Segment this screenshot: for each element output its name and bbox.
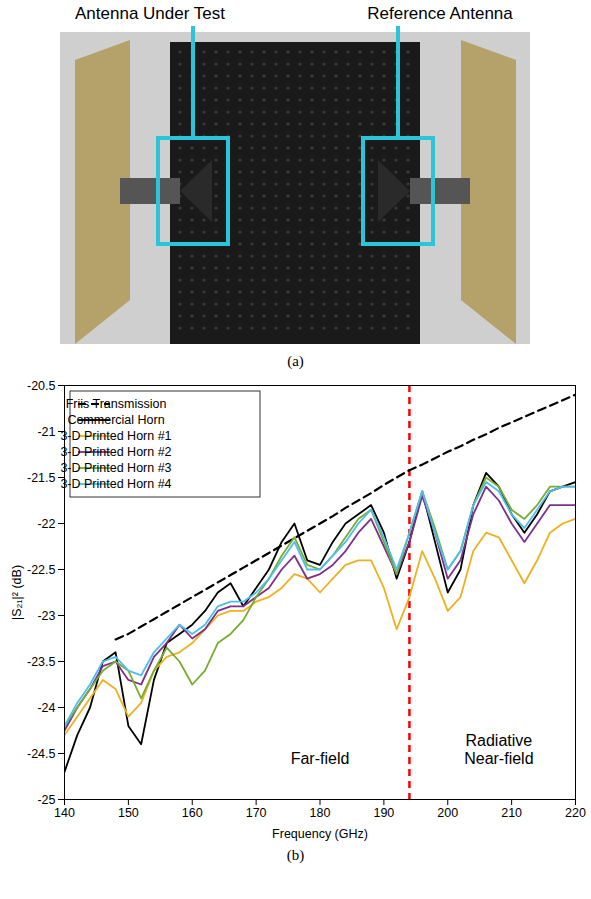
svg-text:Reference Antenna: Reference Antenna [367, 4, 513, 23]
svg-text:3-D Printed Horn #2: 3-D Printed Horn #2 [60, 445, 171, 459]
svg-text:160: 160 [182, 806, 203, 820]
svg-text:3-D Printed Horn #3: 3-D Printed Horn #3 [60, 461, 171, 475]
svg-text:(a): (a) [287, 353, 304, 370]
svg-text:Far-field: Far-field [291, 750, 350, 767]
svg-text:-21.5: -21.5 [27, 471, 56, 485]
svg-text:3-D Printed Horn #1: 3-D Printed Horn #1 [60, 429, 171, 443]
svg-text:|S₂₁|² (dB): |S₂₁|² (dB) [10, 565, 24, 620]
svg-text:-22.5: -22.5 [27, 563, 56, 577]
svg-text:170: 170 [246, 806, 267, 820]
svg-text:-22: -22 [37, 517, 55, 531]
svg-text:-25: -25 [37, 793, 55, 807]
svg-text:-20.5: -20.5 [27, 379, 56, 393]
svg-text:190: 190 [373, 806, 394, 820]
svg-text:180: 180 [310, 806, 331, 820]
svg-text:Friis Transmission: Friis Transmission [66, 397, 167, 411]
svg-text:150: 150 [118, 806, 139, 820]
svg-text:-23: -23 [37, 609, 55, 623]
svg-text:-24: -24 [37, 701, 55, 715]
svg-text:140: 140 [54, 806, 75, 820]
svg-text:RadiativeNear-field: RadiativeNear-field [464, 732, 533, 767]
svg-text:200: 200 [437, 806, 458, 820]
svg-text:-24.5: -24.5 [27, 747, 56, 761]
html-text:(b): (b) [286, 847, 305, 863]
svg-text:3-D Printed Horn #4: 3-D Printed Horn #4 [60, 477, 171, 491]
svg-text:-23.5: -23.5 [27, 655, 56, 669]
svg-text:Antenna Under Test: Antenna Under Test [75, 4, 225, 23]
svg-text:Commercial Horn: Commercial Horn [67, 413, 164, 427]
svg-text:210: 210 [501, 806, 522, 820]
svg-text:-21: -21 [37, 425, 55, 439]
svg-text:Frequency (GHz): Frequency (GHz) [272, 827, 368, 841]
svg-text:220: 220 [565, 806, 586, 820]
